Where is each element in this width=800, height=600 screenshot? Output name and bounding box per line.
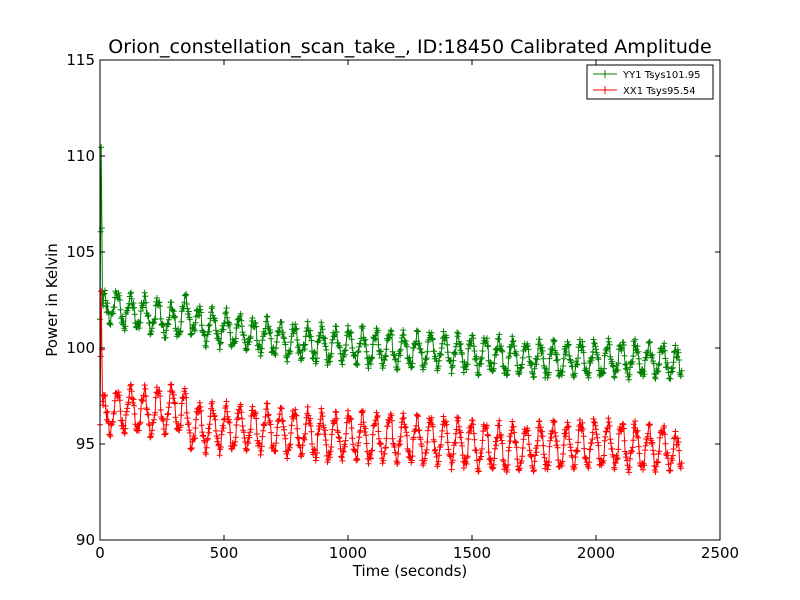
x-tick-label: 500	[210, 544, 239, 562]
x-tick-label: 0	[95, 544, 105, 562]
y-tick-label: 90	[76, 531, 95, 549]
x-axis: 0 500 1000 1500 2000 2500	[95, 60, 739, 562]
plot-frame	[99, 59, 721, 541]
y-axis-label: Power in Kelvin	[43, 243, 61, 357]
x-tick-label: 1000	[329, 544, 367, 562]
y-tick-label: 115	[66, 51, 95, 69]
x-tick-label: 1500	[453, 544, 491, 562]
chart-title: Orion_constellation_scan_take_, ID:18450…	[108, 36, 711, 58]
x-axis-label: Time (seconds)	[352, 562, 468, 580]
legend-marker	[601, 86, 609, 94]
y-tick-label: 105	[66, 243, 95, 261]
series-xx1	[97, 288, 685, 476]
legend-marker	[601, 70, 609, 78]
legend-box	[586, 64, 714, 100]
y-tick-label: 95	[76, 435, 95, 453]
y-tick-label: 110	[66, 147, 95, 165]
plot-area	[100, 60, 720, 540]
x-tick-label: 2500	[701, 544, 739, 562]
y-tick-label: 100	[66, 339, 95, 357]
legend-entry: XX1 Tsys95.54	[593, 86, 696, 97]
series-layer	[97, 144, 685, 476]
legend-entry: YY1 Tsys101.95	[593, 70, 701, 81]
y-axis: 90 95 100 105 110 115	[66, 51, 720, 549]
legend-label: XX1 Tsys95.54	[623, 86, 696, 97]
legend: YY1 Tsys101.95 XX1 Tsys95.54	[586, 64, 714, 100]
legend-label: YY1 Tsys101.95	[622, 70, 701, 81]
x-tick-label: 2000	[577, 544, 615, 562]
